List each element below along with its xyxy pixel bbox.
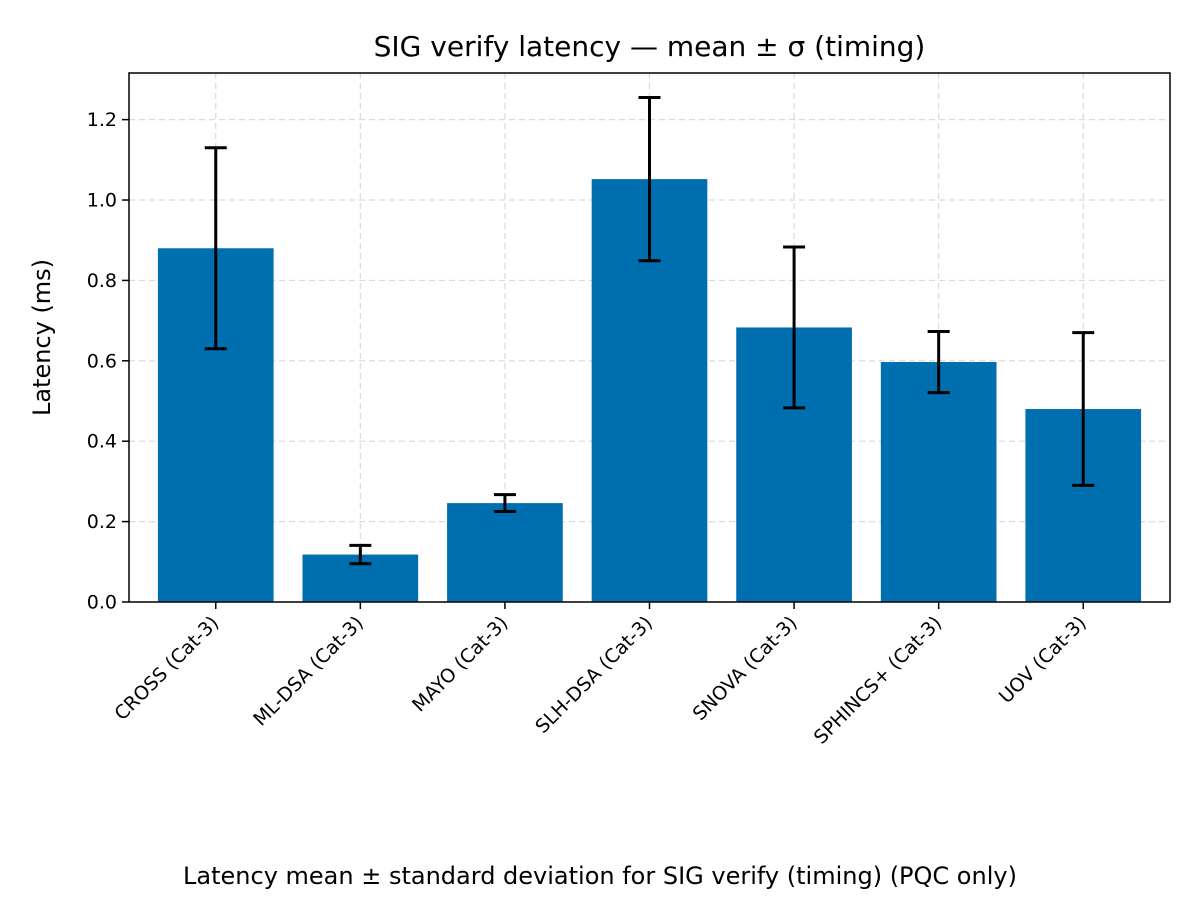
y-tick-label: 1.2 — [87, 109, 117, 131]
y-tick-label: 0.8 — [87, 270, 117, 292]
y-tick-label: 0.4 — [87, 431, 117, 453]
x-tick-label: SNOVA (Cat-3) — [689, 612, 802, 725]
bars — [157, 179, 1142, 602]
y-axis-ticks: 0.0 0.2 0.4 0.6 0.8 1.0 1.2 — [87, 109, 129, 614]
chart-caption: Latency mean ± standard deviation for SI… — [183, 862, 1017, 890]
bar — [447, 503, 563, 602]
x-tick-label: ML-DSA (Cat-3) — [249, 612, 368, 731]
chart-title: SIG verify latency — mean ± σ (timing) — [374, 30, 926, 63]
error-bars — [204, 96, 1095, 566]
y-axis-label: Latency (ms) — [28, 259, 56, 416]
x-tick-label: UOV (Cat-3) — [995, 612, 1091, 708]
y-tick-label: 1.0 — [87, 190, 117, 212]
x-tick-label: MAYO (Cat-3) — [408, 612, 512, 716]
y-tick-label: 0.0 — [87, 592, 117, 614]
bar — [880, 362, 997, 602]
x-tick-label: CROSS (Cat-3) — [110, 612, 223, 725]
y-tick-label: 0.6 — [87, 350, 117, 372]
x-tick-label: SLH-DSA (Cat-3) — [531, 612, 657, 738]
x-axis-ticks: CROSS (Cat-3) ML-DSA (Cat-3) MAYO (Cat-3) S… — [110, 602, 1091, 749]
y-tick-label: 0.2 — [87, 511, 117, 533]
x-tick-label: SPHINCS+ (Cat-3) — [810, 612, 947, 749]
